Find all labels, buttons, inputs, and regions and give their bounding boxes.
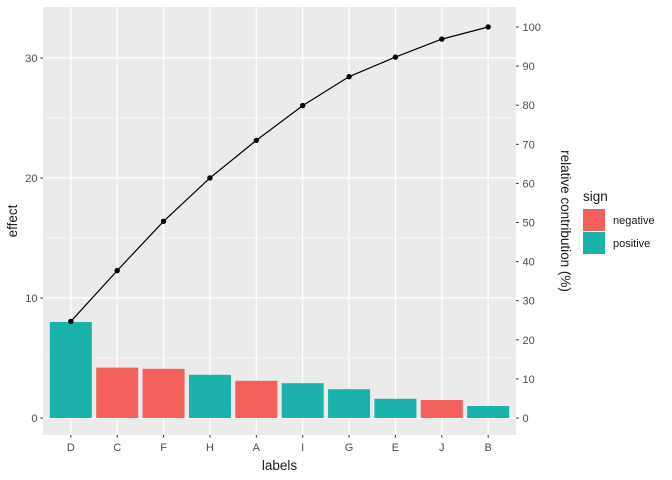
cumulative-line <box>70 26 489 322</box>
minor-gridlines <box>43 117 516 359</box>
x-category-label: J <box>439 442 445 454</box>
bars <box>49 322 510 418</box>
bar-E <box>374 398 417 418</box>
point-I <box>299 102 306 109</box>
point-G <box>346 73 352 80</box>
x-axis-title: labels <box>262 458 298 473</box>
point-H <box>207 175 213 181</box>
point-A <box>253 137 260 144</box>
y-axis-title: effect <box>5 204 20 237</box>
left-axis-ticks <box>40 57 43 419</box>
left-tick-label: 10 <box>25 293 37 305</box>
right-tick-label: 80 <box>523 100 535 112</box>
plot-panel <box>43 7 516 435</box>
left-axis-tick-labels: 0 10 20 30 <box>25 53 37 425</box>
point-F <box>160 218 167 225</box>
bar-H <box>188 374 231 418</box>
y2-axis-title: relative contribution (%) <box>558 150 573 292</box>
bottom-axis-ticks <box>70 435 489 438</box>
left-tick-label: 0 <box>31 413 37 425</box>
right-tick-label: 30 <box>523 296 535 308</box>
left-tick-label: 20 <box>25 173 37 185</box>
bar-J <box>420 400 463 418</box>
point-J <box>439 36 445 42</box>
cumulative-points <box>68 24 491 325</box>
right-axis-ticks <box>516 26 519 419</box>
legend-swatch-positive <box>583 232 605 254</box>
x-category-label: D <box>67 442 75 454</box>
right-tick-label: 70 <box>523 139 535 151</box>
bar-C <box>96 367 139 418</box>
legend-label-positive: positive <box>613 238 650 250</box>
bar-G <box>328 389 371 418</box>
legend-swatch-negative <box>583 209 605 231</box>
legend-label-negative: negative <box>613 215 655 227</box>
x-category-label: I <box>301 442 304 454</box>
x-category-label: C <box>113 442 121 454</box>
point-C <box>114 267 120 274</box>
x-category-label: A <box>253 442 261 454</box>
right-tick-label: 100 <box>523 22 541 34</box>
x-category-label: B <box>485 442 492 454</box>
right-tick-label: 40 <box>523 257 535 269</box>
right-tick-label: 60 <box>523 178 535 190</box>
legend-title: sign <box>583 189 608 204</box>
bar-I <box>281 383 324 418</box>
bar-B <box>467 406 510 418</box>
x-category-label: H <box>206 442 214 454</box>
right-axis-tick-labels: 0 10 20 30 40 50 60 70 80 90 100 <box>523 22 541 425</box>
x-category-label: E <box>392 442 399 454</box>
right-tick-label: 20 <box>523 335 535 347</box>
x-category-label: F <box>160 442 167 454</box>
point-D <box>68 318 74 325</box>
bar-F <box>142 368 185 418</box>
point-B <box>485 24 491 30</box>
right-tick-label: 10 <box>523 374 535 386</box>
right-tick-label: 0 <box>523 413 529 425</box>
right-tick-label: 50 <box>523 218 535 230</box>
legend: sign negative positive <box>583 189 655 254</box>
point-E <box>392 54 399 60</box>
x-category-label: G <box>345 442 354 454</box>
right-tick-label: 90 <box>523 61 535 73</box>
bar-A <box>235 380 278 418</box>
left-tick-label: 30 <box>25 53 37 65</box>
bar-D <box>49 322 92 418</box>
